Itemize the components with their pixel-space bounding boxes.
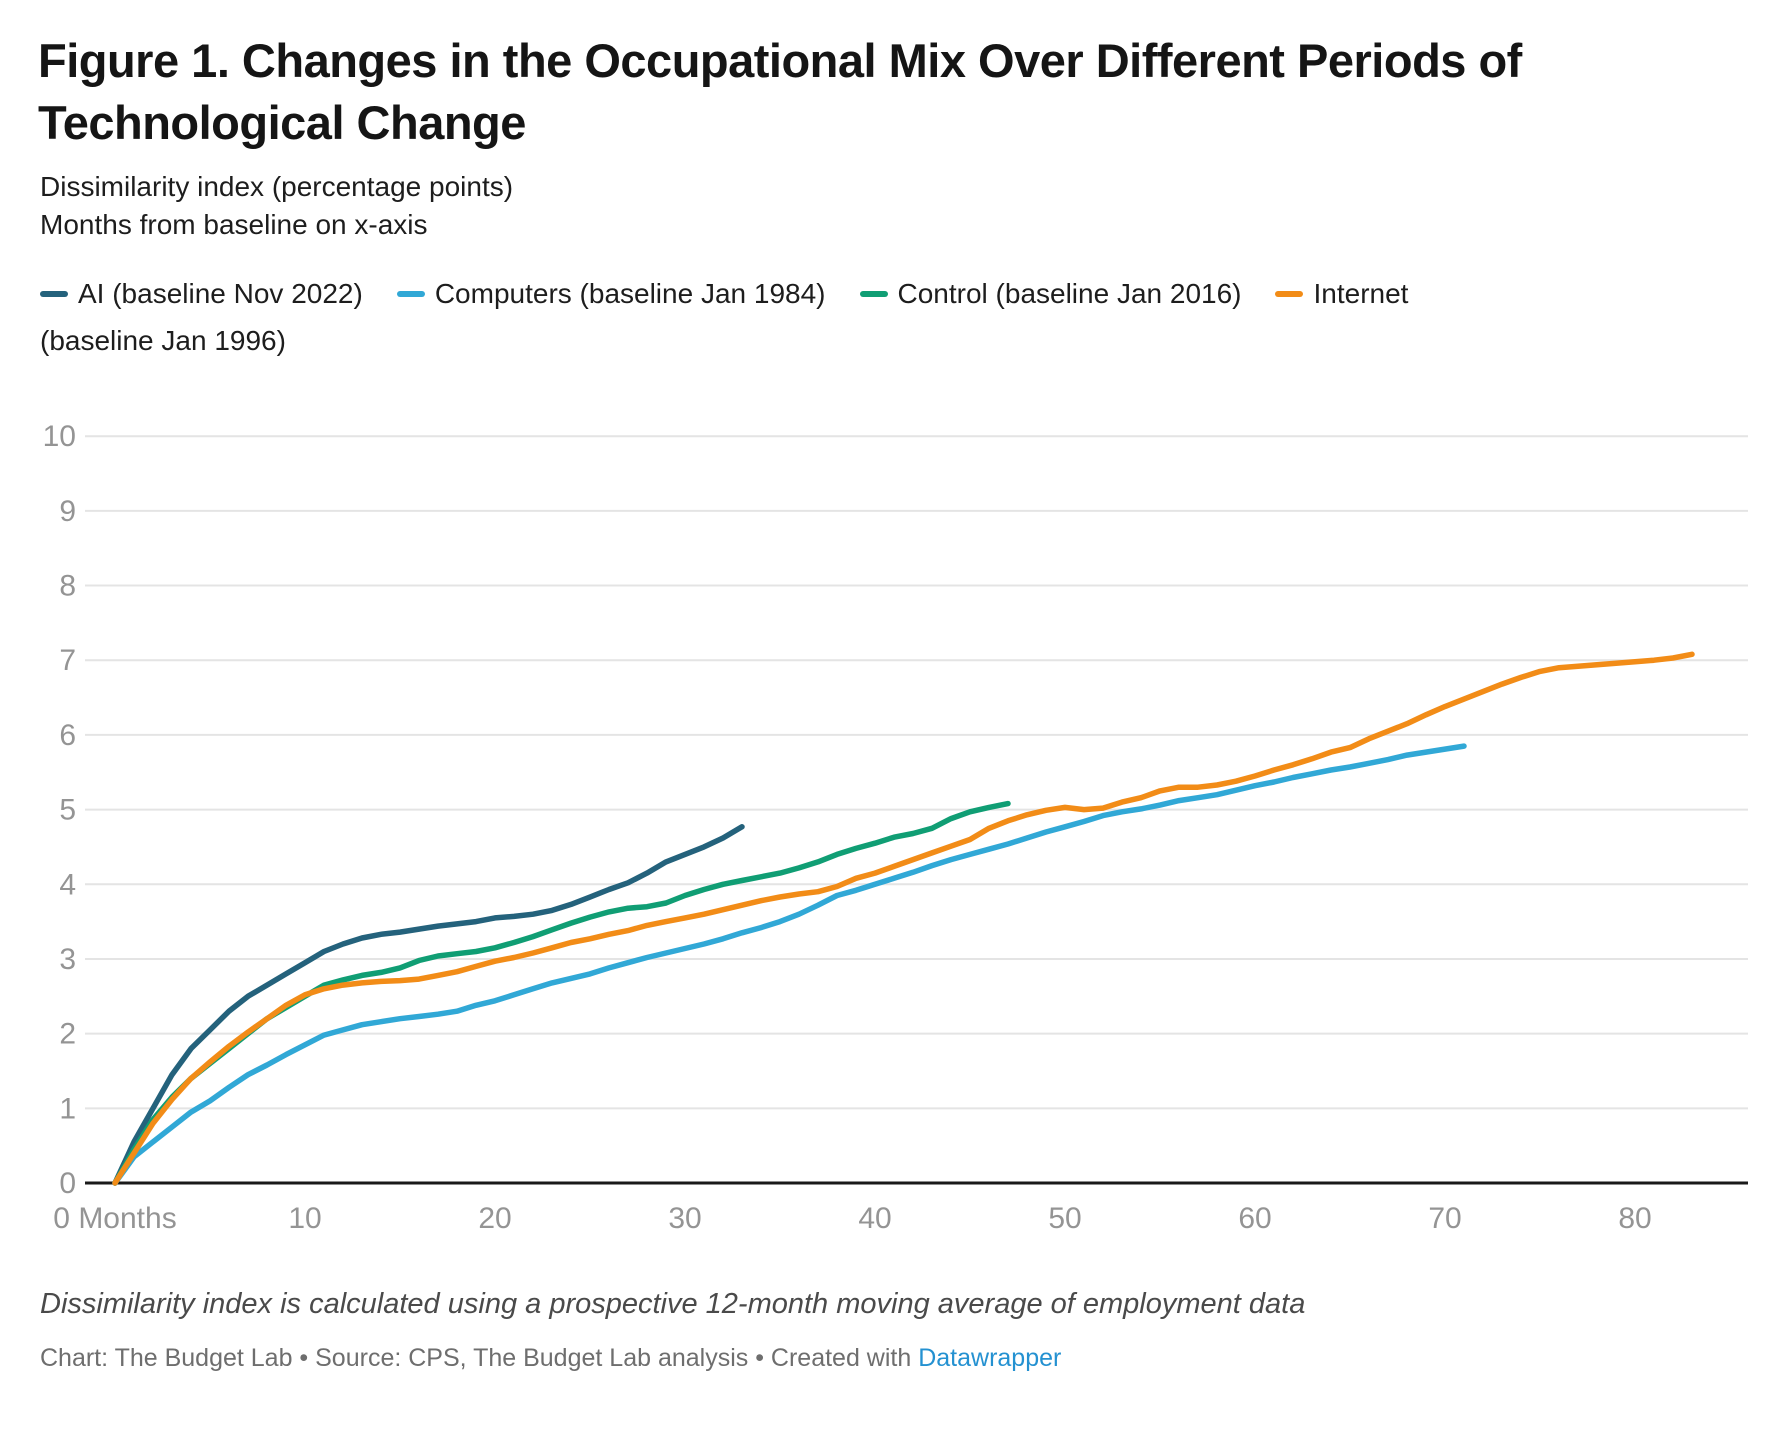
- y-axis-tick-label: 5: [59, 794, 76, 827]
- y-axis-tick-label: 8: [59, 570, 76, 603]
- x-axis-tick-label: 30: [668, 1202, 701, 1235]
- subtitle-line-2: Months from baseline on x-axis: [40, 209, 428, 240]
- y-axis-tick-label: 7: [59, 644, 76, 677]
- legend-label: Computers (baseline Jan 1984): [434, 278, 826, 309]
- legend-swatch-icon: [396, 290, 425, 297]
- x-axis-tick-label: 0 Months: [53, 1202, 176, 1235]
- chart-credit: Chart: The Budget Lab • Source: CPS, The…: [40, 1344, 1740, 1373]
- y-axis-tick-label: 2: [59, 1018, 76, 1051]
- x-axis-tick-label: 20: [478, 1202, 511, 1235]
- x-axis-tick-label: 80: [1618, 1202, 1651, 1235]
- x-axis-tick-label: 50: [1048, 1202, 1081, 1235]
- legend-swatch-icon: [40, 290, 68, 297]
- page-title: Figure 1. Changes in the Occupational Mi…: [38, 34, 1522, 149]
- x-axis-tick-label: 70: [1428, 1202, 1461, 1235]
- series-line-ai: [112, 824, 745, 1186]
- credit-text: Chart: The Budget Lab • Source: CPS, The…: [40, 1344, 919, 1372]
- y-axis-tick-label: 3: [59, 943, 76, 976]
- legend-swatch-icon: [1275, 290, 1304, 297]
- legend-label: Internet (baseline Jan 1996): [40, 278, 1409, 356]
- x-axis-tick-label: 60: [1238, 1202, 1271, 1235]
- y-axis-tick-label: 9: [59, 495, 76, 528]
- y-axis-tick-label: 0: [59, 1167, 76, 1200]
- legend-item-2: Computers (baseline Jan 1984): [396, 278, 826, 309]
- chart-legend: AI (baseline Nov 2022) Computers (baselin…: [40, 270, 1510, 364]
- series-line-computers: [112, 743, 1467, 1186]
- series-line-internet: [112, 651, 1695, 1186]
- y-axis-tick-label: 10: [43, 420, 76, 453]
- legend-swatch-icon: [859, 290, 888, 297]
- y-axis-tick-label: 6: [59, 719, 76, 752]
- legend-item-1: AI (baseline Nov 2022): [40, 278, 363, 309]
- legend-item-3: Control (baseline Jan 2016): [859, 278, 1242, 309]
- y-axis-tick-label: 4: [59, 868, 76, 901]
- subtitle-line-1: Dissimilarity index (percentage points): [40, 171, 514, 202]
- chart-subtitle: Dissimilarity index (percentage points) …: [40, 168, 1540, 244]
- footnote: Dissimilarity index is calculated using …: [40, 1288, 1306, 1320]
- legend-item-4: Internet (baseline Jan 1996): [40, 278, 1408, 356]
- x-axis-tick-label: 10: [288, 1202, 321, 1235]
- datawrapper-link[interactable]: Datawrapper: [918, 1344, 1062, 1372]
- legend-label: AI (baseline Nov 2022): [78, 278, 363, 309]
- legend-label: Control (baseline Jan 2016): [897, 278, 1242, 309]
- y-axis-tick-label: 1: [59, 1092, 76, 1125]
- x-axis-tick-label: 40: [858, 1202, 891, 1235]
